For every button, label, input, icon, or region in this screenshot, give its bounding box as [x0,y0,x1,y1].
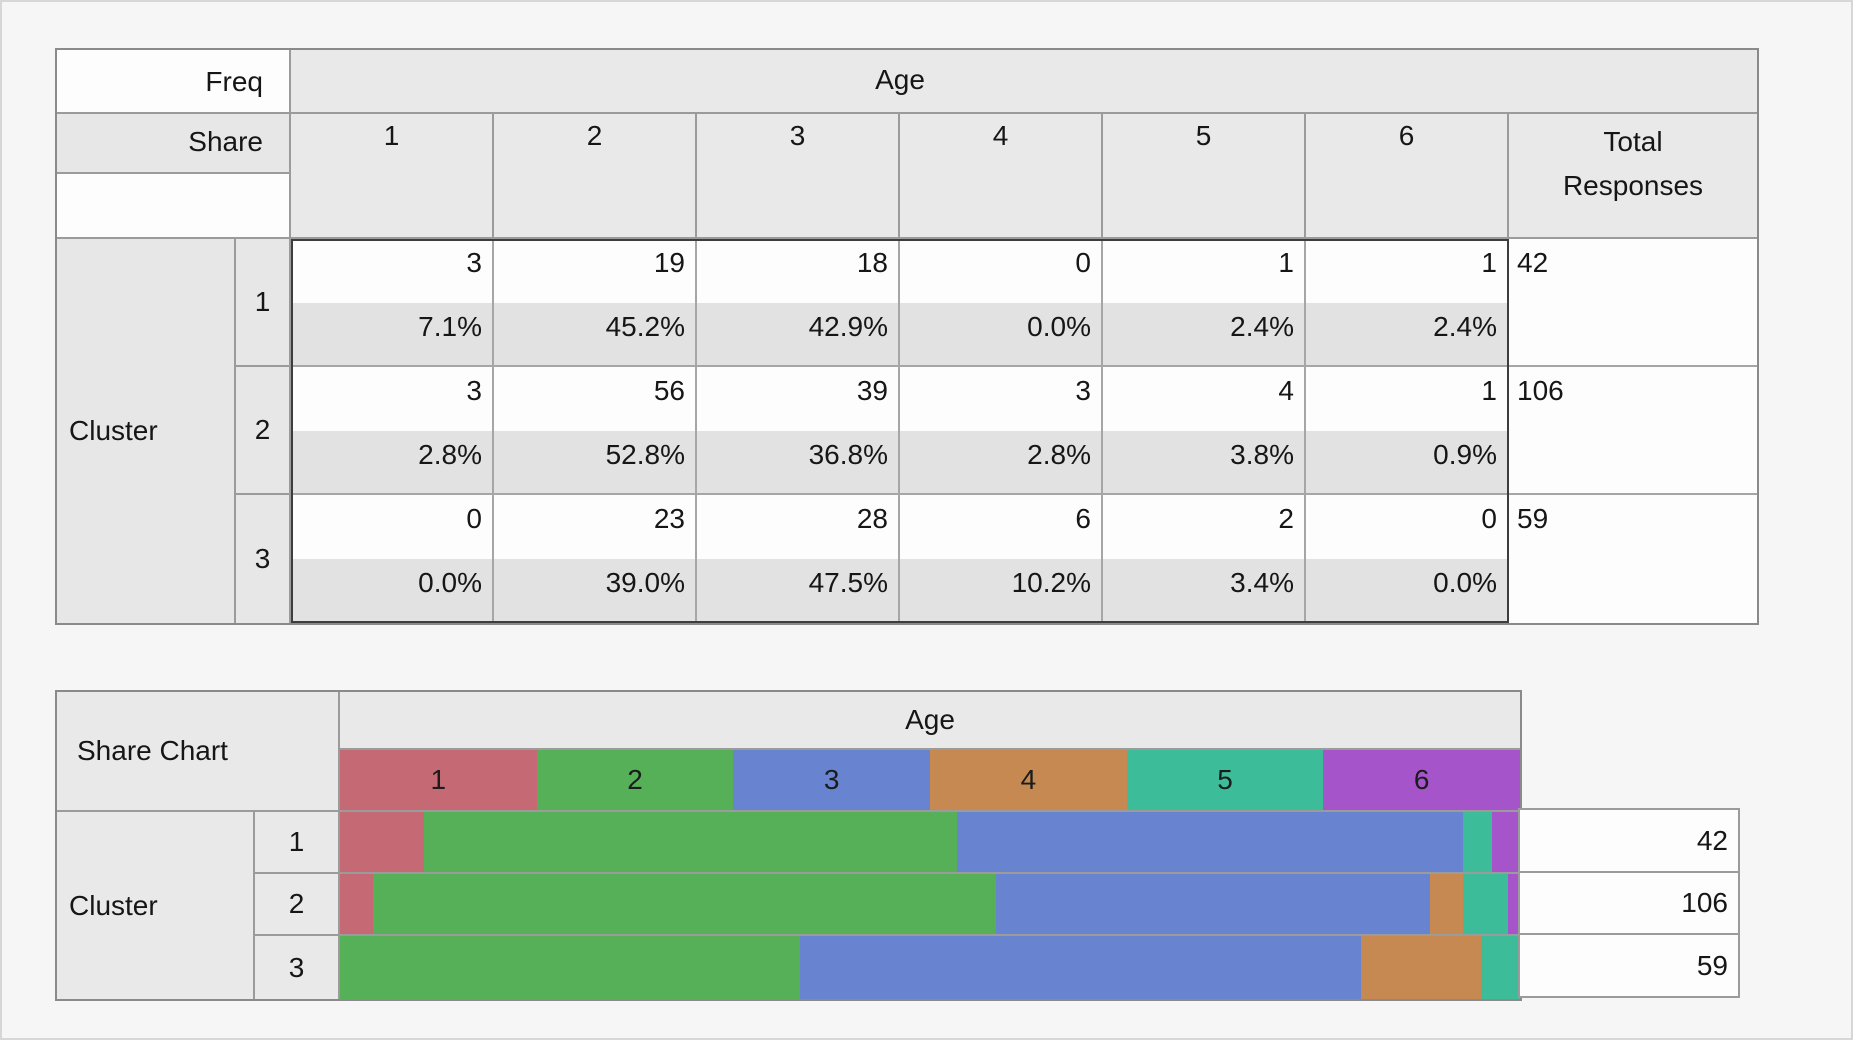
total-cell-c2: 106 [1509,367,1757,495]
freq-cell-c2-a5: 4 [1103,367,1306,431]
freq-cell-c2-a3: 39 [697,367,900,431]
freq-cell-c3-a1: 0 [291,495,494,559]
total-cell-c1: 42 [1509,239,1757,367]
share-cell-c2-a3: 36.8% [697,431,900,495]
share-cell-c1-a4: 0.0% [900,303,1103,367]
share-cell-c2-a6: 0.9% [1306,431,1509,495]
stacked-bar-cluster-1 [340,812,1520,874]
share-cell-c1-a1: 7.1% [291,303,494,367]
bar-segment-cluster-2-age-2[interactable] [373,874,997,934]
share-cell-c2-a1: 2.8% [291,431,494,495]
cluster-group-label: Cluster [57,239,236,623]
share-chart-age-header: Age [340,692,1520,750]
row-label-cluster-2: 2 [236,367,291,495]
freq-cell-c2-a4: 3 [900,367,1103,431]
freq-cell-c2-a2: 56 [494,367,697,431]
freq-cell-c3-a5: 2 [1103,495,1306,559]
total-cell-c3: 59 [1509,495,1757,623]
share-cell-c3-a5: 3.4% [1103,559,1306,623]
legend-item-age-2[interactable]: 2 [536,750,734,810]
legend-item-age-3[interactable]: 3 [733,750,931,810]
share-chart-row-label-3: 3 [255,936,340,999]
share-chart-totals-column: 42 106 59 [1518,808,1740,998]
share-chart-cluster-label: Cluster [57,812,255,999]
bar-segment-cluster-1-age-1[interactable] [340,812,424,872]
bar-segment-cluster-1-age-6[interactable] [1491,812,1520,872]
freq-cell-c3-a2: 23 [494,495,697,559]
share-chart-row-label-2: 2 [255,874,340,936]
bar-segment-cluster-2-age-6[interactable] [1508,874,1519,934]
header-spacer-cell [57,174,291,239]
freq-cell-c1-a1: 3 [291,239,494,303]
freq-cell-c3-a6: 0 [1306,495,1509,559]
share-chart-row-label-1: 1 [255,812,340,874]
bar-segment-cluster-3-age-5[interactable] [1481,936,1520,999]
age-group-header: Age [291,50,1757,114]
share-cell-c1-a6: 2.4% [1306,303,1509,367]
share-chart-total-2: 106 [1518,871,1740,935]
col-header-age-2: 2 [494,114,697,239]
freq-cell-c2-a1: 3 [291,367,494,431]
share-cell-c1-a5: 2.4% [1103,303,1306,367]
freq-cell-c1-a5: 1 [1103,239,1306,303]
col-header-age-6: 6 [1306,114,1509,239]
bar-segment-cluster-3-age-4[interactable] [1360,936,1482,999]
stacked-bar-cluster-3 [340,936,1520,999]
bar-segment-cluster-1-age-3[interactable] [957,812,1464,872]
freq-cell-c1-a6: 1 [1306,239,1509,303]
stacked-bar-cluster-2 [340,874,1520,936]
bar-segment-cluster-3-age-2[interactable] [340,936,801,999]
share-cell-c3-a4: 10.2% [900,559,1103,623]
share-cell-c3-a2: 39.0% [494,559,697,623]
row-label-cluster-3: 3 [236,495,291,623]
freq-row-label: Freq [57,50,291,114]
share-row-label: Share [57,114,291,174]
total-header-line1: Total [1603,126,1663,157]
freq-cell-c3-a3: 28 [697,495,900,559]
share-chart-title: Share Chart [57,692,340,812]
col-header-age-4: 4 [900,114,1103,239]
share-cell-c2-a4: 2.8% [900,431,1103,495]
bar-segment-cluster-2-age-3[interactable] [996,874,1431,934]
freq-share-table: Freq Age Share 1 2 3 4 5 6 Total Respons… [55,48,1759,625]
legend-item-age-6[interactable]: 6 [1323,750,1521,810]
bar-segment-cluster-2-age-5[interactable] [1463,874,1509,934]
freq-cell-c1-a2: 19 [494,239,697,303]
freq-cell-c1-a4: 0 [900,239,1103,303]
share-cell-c3-a3: 47.5% [697,559,900,623]
col-header-age-1: 1 [291,114,494,239]
col-header-age-5: 5 [1103,114,1306,239]
row-label-cluster-1: 1 [236,239,291,367]
total-header-line2: Responses [1562,170,1704,202]
total-responses-header: Total Responses [1509,114,1757,239]
share-cell-c1-a2: 45.2% [494,303,697,367]
freq-cell-c1-a3: 18 [697,239,900,303]
share-cell-c2-a5: 3.8% [1103,431,1306,495]
share-cell-c3-a1: 0.0% [291,559,494,623]
share-cell-c3-a6: 0.0% [1306,559,1509,623]
age-group-header-label: Age [875,64,925,95]
share-cell-c1-a3: 42.9% [697,303,900,367]
bar-segment-cluster-2-age-4[interactable] [1430,874,1464,934]
share-cell-c2-a2: 52.8% [494,431,697,495]
bar-segment-cluster-1-age-2[interactable] [423,812,958,872]
bar-segment-cluster-3-age-3[interactable] [800,936,1361,999]
bar-segment-cluster-1-age-5[interactable] [1463,812,1492,872]
legend-item-age-1[interactable]: 1 [340,750,537,810]
bar-segment-cluster-2-age-1[interactable] [340,874,374,934]
legend-item-age-4[interactable]: 4 [930,750,1127,810]
legend-item-age-5[interactable]: 5 [1126,750,1324,810]
freq-cell-c2-a6: 1 [1306,367,1509,431]
share-chart-total-1: 42 [1518,808,1740,873]
col-header-age-3: 3 [697,114,900,239]
freq-cell-c3-a4: 6 [900,495,1103,559]
share-chart-total-3: 59 [1518,933,1740,998]
